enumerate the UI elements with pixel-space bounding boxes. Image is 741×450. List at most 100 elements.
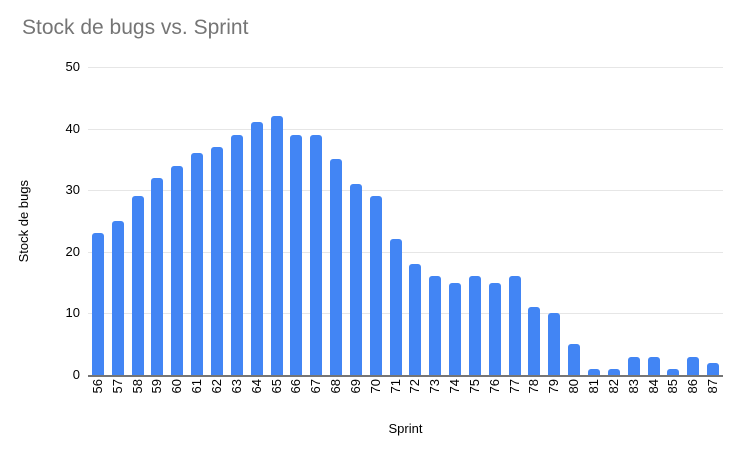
bar-slot [425, 67, 445, 375]
bar [627, 356, 640, 375]
bar-slot [207, 67, 227, 375]
bar [607, 368, 620, 375]
x-tick-cell: 62 [207, 379, 227, 409]
bar-slot [644, 67, 664, 375]
x-tick-label: 59 [149, 379, 165, 394]
x-tick-cell: 72 [406, 379, 426, 409]
bar-slot [604, 67, 624, 375]
x-tick-cell: 74 [445, 379, 465, 409]
x-axis-tick-labels: 56 57 58 59 60 61 62 63 64 65 66 67 68 69 70 71 72 73 74 75… [88, 379, 723, 409]
x-tick-cell: 84 [644, 379, 664, 409]
bar [647, 356, 660, 375]
x-tick-label: 83 [625, 379, 641, 394]
chart-title: Stock de bugs vs. Sprint [22, 16, 249, 39]
x-tick-cell: 70 [366, 379, 386, 409]
bar-slot [445, 67, 465, 375]
bar-slot [306, 67, 326, 375]
bar-slot [663, 67, 683, 375]
x-tick-label: 65 [268, 379, 284, 394]
bar-slot [584, 67, 604, 375]
bar-slot [525, 67, 545, 375]
bar-slot [703, 67, 723, 375]
x-tick-cell: 65 [267, 379, 287, 409]
bar [548, 313, 561, 375]
y-tick-label: 30 [65, 182, 80, 198]
bar-slot [624, 67, 644, 375]
x-tick-label: 76 [486, 379, 502, 394]
bar-slot [267, 67, 287, 375]
x-tick-cell: 82 [604, 379, 624, 409]
bar-slot [465, 67, 485, 375]
x-tick-label: 82 [605, 379, 621, 394]
x-tick-label: 71 [387, 379, 403, 394]
x-tick-cell: 63 [227, 379, 247, 409]
y-tick-label: 40 [65, 120, 80, 136]
x-tick-label: 79 [546, 379, 562, 394]
x-tick-cell: 79 [544, 379, 564, 409]
y-tick-label: 10 [65, 305, 80, 321]
bar-slot [564, 67, 584, 375]
bar-slot [167, 67, 187, 375]
bar [91, 233, 104, 375]
x-tick-label: 87 [705, 379, 721, 394]
bar [210, 147, 223, 375]
bar-slot [247, 67, 267, 375]
bar [310, 134, 323, 375]
bar [250, 122, 263, 375]
bar [230, 134, 243, 375]
x-tick-cell: 75 [465, 379, 485, 409]
bar [468, 276, 481, 375]
x-tick-cell: 59 [148, 379, 168, 409]
x-tick-cell: 80 [564, 379, 584, 409]
x-tick-cell: 71 [386, 379, 406, 409]
x-tick-cell: 58 [128, 379, 148, 409]
x-tick-cell: 57 [108, 379, 128, 409]
x-tick-label: 86 [685, 379, 701, 394]
x-tick-cell: 86 [683, 379, 703, 409]
bar-slot [128, 67, 148, 375]
gridline [88, 251, 723, 253]
y-tick-label: 0 [72, 367, 80, 382]
x-tick-cell: 66 [286, 379, 306, 409]
x-tick-cell: 67 [306, 379, 326, 409]
bar [449, 282, 462, 375]
x-axis-title: Sprint [388, 421, 423, 436]
x-tick-label: 67 [308, 379, 324, 394]
x-tick-label: 68 [328, 379, 344, 394]
bar-slot [406, 67, 426, 375]
x-tick-cell: 81 [584, 379, 604, 409]
bar [191, 153, 204, 375]
bar [330, 159, 343, 375]
x-tick-label: 77 [506, 379, 522, 394]
x-tick-label: 64 [248, 379, 264, 394]
x-tick-label: 60 [169, 379, 185, 394]
bar [111, 221, 124, 375]
bar-slot [286, 67, 306, 375]
x-tick-label: 69 [347, 379, 363, 394]
x-tick-label: 80 [566, 379, 582, 394]
bar [409, 264, 422, 375]
bar [171, 165, 184, 375]
bar-slot [505, 67, 525, 375]
bar [528, 307, 541, 375]
bar [488, 282, 501, 375]
bar-slot [386, 67, 406, 375]
y-tick-label: 20 [65, 243, 80, 259]
bar [389, 239, 402, 375]
bar-slot [227, 67, 247, 375]
x-tick-cell: 83 [624, 379, 644, 409]
y-tick-label: 50 [65, 59, 80, 74]
x-tick-label: 75 [466, 379, 482, 394]
gridline [88, 128, 723, 130]
bar-slot [683, 67, 703, 375]
x-tick-cell: 73 [425, 379, 445, 409]
x-tick-label: 61 [189, 379, 205, 394]
bar [369, 196, 382, 375]
bar [687, 356, 700, 375]
x-tick-label: 57 [109, 379, 125, 394]
x-tick-cell: 76 [485, 379, 505, 409]
x-tick-label: 74 [447, 379, 463, 394]
x-axis-line [88, 375, 723, 377]
bars [88, 67, 723, 375]
